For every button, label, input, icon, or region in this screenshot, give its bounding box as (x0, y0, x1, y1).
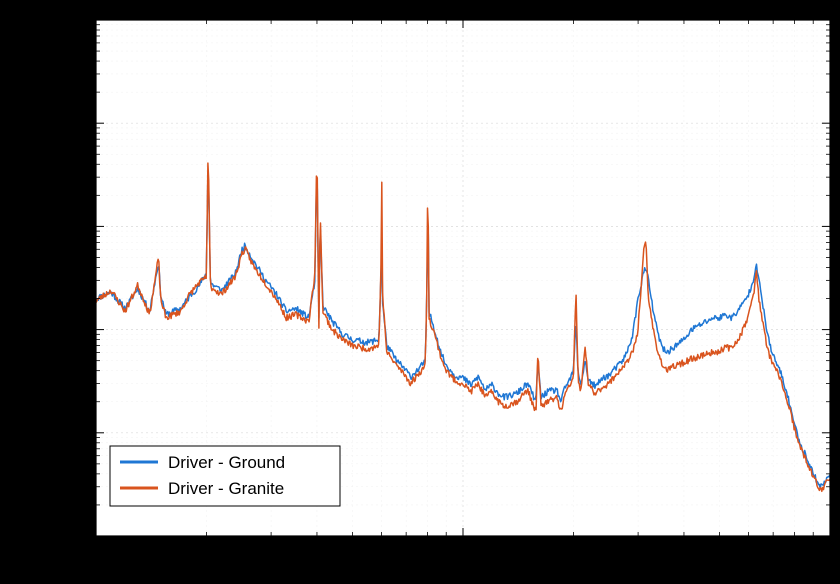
line-chart: Driver - Ground Driver - Granite (0, 0, 840, 584)
legend-label: Driver - Ground (168, 453, 285, 472)
legend-label: Driver - Granite (168, 479, 284, 498)
legend: Driver - Ground Driver - Granite (110, 446, 340, 506)
chart-svg: Driver - Ground Driver - Granite (0, 0, 840, 584)
